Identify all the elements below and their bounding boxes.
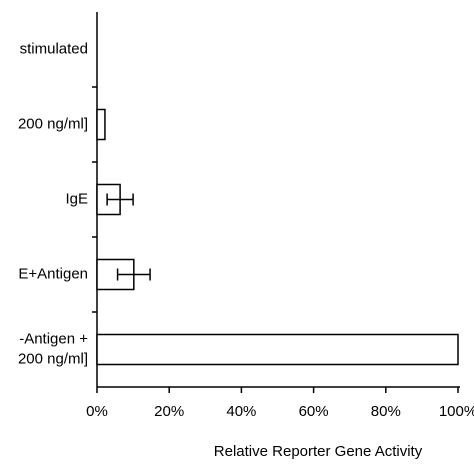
x-tick-label: 20%	[154, 403, 184, 420]
y-tick-label: E+Antigen	[18, 265, 88, 282]
error-bar	[116, 268, 151, 281]
y-tick-label: 200 ng/ml]	[18, 115, 88, 132]
y-tick-label: 200 ng/ml]	[18, 350, 88, 367]
error-bar	[106, 193, 134, 206]
y-tick-label: IgE	[65, 190, 88, 207]
bar	[96, 108, 106, 141]
x-tick-label: 40%	[226, 403, 256, 420]
y-tick-label: -Antigen +	[19, 330, 88, 347]
x-axis-title: Relative Reporter Gene Activity	[214, 443, 423, 460]
x-tick-label: 80%	[371, 403, 401, 420]
x-tick-label: 60%	[299, 403, 329, 420]
y-tick-label: stimulated	[20, 40, 88, 57]
x-tick-label: 100%	[439, 403, 474, 420]
x-tick-label: 0%	[86, 403, 108, 420]
bar	[96, 333, 459, 366]
